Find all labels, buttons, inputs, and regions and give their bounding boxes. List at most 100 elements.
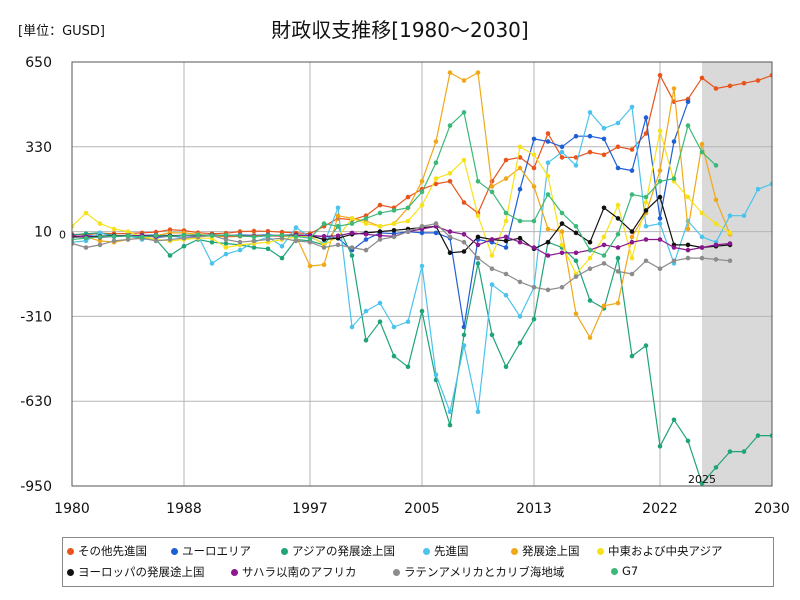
legend-item: G7 — [611, 564, 638, 578]
data-point — [307, 239, 313, 245]
data-point — [685, 123, 691, 128]
data-point — [461, 239, 467, 245]
data-point — [363, 247, 369, 253]
data-point — [545, 253, 551, 258]
legend-item: その他先進国 — [67, 543, 147, 559]
legend-item: 発展途上国 — [511, 543, 580, 559]
data-point — [489, 189, 495, 195]
legend-marker — [171, 547, 178, 555]
data-point — [461, 200, 467, 205]
data-point — [293, 225, 299, 230]
data-point — [643, 343, 649, 348]
legend-item: ユーロエリア — [171, 543, 251, 559]
data-point — [615, 144, 621, 150]
data-point — [657, 221, 663, 226]
data-point — [559, 242, 565, 248]
data-point — [503, 210, 509, 216]
data-point — [545, 139, 551, 144]
data-point — [335, 213, 341, 218]
data-point — [321, 245, 327, 250]
data-point — [643, 224, 649, 229]
legend: その他先進国 ユーロエリア アジアの発展途上国 先進国 発展途上国 中東および中央アジアヨ… — [62, 537, 774, 587]
data-point — [447, 70, 453, 75]
data-point — [405, 218, 411, 224]
data-point — [643, 237, 649, 242]
data-point — [377, 224, 383, 229]
legend-label: その他先進国 — [78, 544, 147, 558]
data-point — [545, 160, 551, 165]
data-point — [573, 258, 579, 264]
data-point — [321, 234, 327, 239]
data-point — [503, 176, 509, 181]
data-point — [643, 208, 649, 213]
data-point — [587, 335, 593, 340]
data-point — [531, 136, 537, 142]
data-point — [349, 253, 355, 258]
data-point — [629, 271, 635, 277]
data-point — [251, 234, 257, 240]
data-point — [391, 234, 397, 240]
data-point — [321, 262, 327, 268]
data-point — [657, 266, 663, 272]
data-point — [587, 110, 593, 115]
data-point — [699, 75, 705, 81]
unit-label: [単位：GUSD] — [18, 24, 105, 39]
data-point — [784, 425, 789, 430]
data-point — [377, 319, 383, 325]
data-point — [657, 168, 663, 173]
data-point — [615, 216, 621, 221]
data-point — [517, 235, 523, 241]
data-point — [83, 245, 89, 250]
x-tick-label: 1988 — [166, 501, 202, 517]
data-point — [97, 221, 103, 226]
series-line — [72, 223, 731, 291]
data-point — [307, 235, 313, 241]
data-point — [167, 253, 173, 258]
data-point — [629, 229, 635, 234]
x-tick-label: 2022 — [642, 501, 678, 517]
legend-marker — [67, 547, 74, 555]
legend-marker — [597, 547, 604, 555]
data-point — [265, 233, 271, 238]
data-point — [279, 255, 285, 261]
data-point — [377, 233, 383, 238]
data-point — [573, 133, 579, 139]
data-point — [629, 239, 635, 245]
data-point — [461, 332, 467, 338]
data-point — [349, 230, 355, 236]
legend-marker — [393, 568, 400, 576]
data-point — [503, 234, 509, 240]
data-point — [755, 78, 761, 83]
series-line — [72, 196, 731, 254]
data-point — [237, 239, 243, 245]
data-point — [447, 123, 453, 128]
data-point — [125, 237, 131, 242]
data-point — [419, 202, 425, 208]
legend-label: アジアの発展途上国 — [292, 544, 396, 558]
data-point — [461, 232, 467, 237]
data-point — [433, 160, 439, 165]
data-point — [517, 340, 523, 346]
legend-marker — [281, 547, 288, 555]
data-point — [713, 197, 719, 203]
data-point — [72, 224, 75, 229]
data-point — [573, 311, 579, 317]
data-point — [251, 245, 257, 250]
forecast-year-label: 2025 — [688, 473, 716, 486]
data-point — [615, 232, 621, 237]
data-point — [447, 179, 453, 184]
data-point — [685, 255, 691, 261]
data-point — [363, 216, 369, 221]
data-point — [335, 205, 341, 211]
data-point — [433, 221, 439, 226]
data-point — [587, 149, 593, 155]
data-point — [685, 226, 691, 232]
data-point — [769, 181, 772, 187]
data-point — [139, 234, 145, 240]
series-line — [72, 71, 731, 339]
legend-label: 先進国 — [434, 544, 469, 558]
data-point — [601, 261, 607, 266]
data-point — [545, 173, 551, 179]
data-point — [503, 271, 509, 277]
